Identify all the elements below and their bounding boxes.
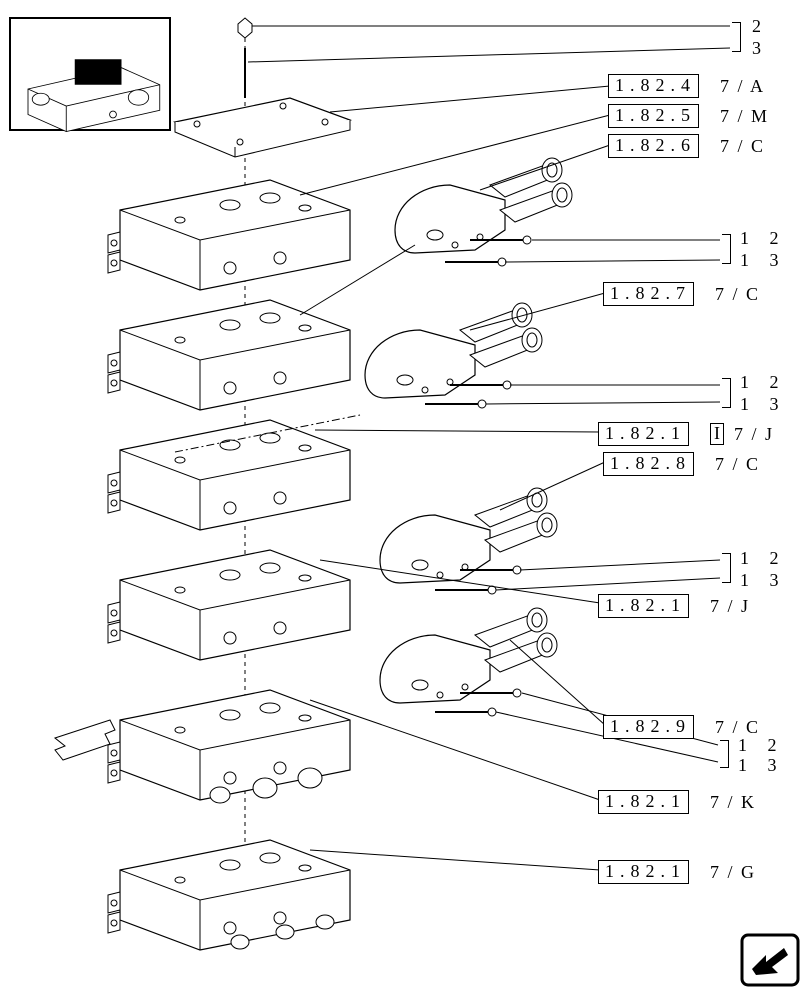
callout-12-a: 1 2	[740, 228, 787, 249]
ref-r3-suffix: 7 / C	[720, 136, 765, 157]
bracket-g3	[722, 553, 731, 583]
coupler-4	[380, 608, 557, 703]
coupler-1	[395, 158, 572, 253]
ref-r3-box: 1.82.6	[608, 134, 699, 158]
ref-r5a-inner: I	[710, 423, 724, 445]
valve-4	[108, 550, 350, 660]
coupler-3	[380, 488, 557, 583]
ref-r5b-suffix: 7 / C	[715, 454, 760, 475]
valve-1	[108, 180, 350, 290]
ref-r8-suffix: 7 / K	[710, 792, 756, 813]
cover-plate	[175, 98, 350, 157]
ref-r5a-box: 1.82.1	[598, 422, 689, 446]
ref-r5a-suffix: 7 / J	[734, 424, 774, 445]
ref-r5b-box: 1.82.8	[603, 452, 694, 476]
valve-3	[108, 420, 350, 530]
valve-5	[108, 690, 350, 803]
callout-12-c: 1 2	[740, 548, 787, 569]
bolt-1b	[445, 258, 506, 266]
side-plate	[55, 720, 115, 760]
bracket-top	[732, 22, 741, 52]
ref-r8-box: 1.82.1	[598, 790, 689, 814]
bolt-2b	[425, 400, 486, 408]
nut	[238, 18, 252, 38]
callout-13-b: 1 3	[740, 394, 787, 415]
ref-r1-suffix: 7 / A	[720, 76, 765, 97]
callout-13-c: 1 3	[740, 570, 787, 591]
bolt-3b	[435, 586, 496, 594]
ref-r6-suffix: 7 / J	[710, 596, 750, 617]
callout-13-d: 1 3	[738, 755, 785, 776]
bolt-4b	[435, 708, 496, 716]
ref-r1-box: 1.82.4	[608, 74, 699, 98]
callout-12-d: 1 2	[738, 735, 785, 756]
nav-icon[interactable]	[742, 935, 798, 985]
valve-6-base	[108, 840, 350, 950]
ref-r2-box: 1.82.5	[608, 104, 699, 128]
ref-r9-box: 1.82.1	[598, 860, 689, 884]
ref-r6-box: 1.82.1	[598, 594, 689, 618]
callout-3: 3	[752, 38, 769, 59]
bracket-g2	[722, 378, 731, 408]
ref-r4-box: 1.82.7	[603, 282, 694, 306]
ref-r9-suffix: 7 / G	[710, 862, 756, 883]
ref-r4-suffix: 7 / C	[715, 284, 760, 305]
callout-12-b: 1 2	[740, 372, 787, 393]
callout-2: 2	[752, 16, 769, 37]
ref-r7-box: 1.82.9	[603, 715, 694, 739]
bracket-g4	[720, 740, 729, 768]
callout-13-a: 1 3	[740, 250, 787, 271]
bracket-g1	[722, 234, 731, 264]
ref-r2-suffix: 7 / M	[720, 106, 769, 127]
valve-2	[108, 300, 350, 410]
